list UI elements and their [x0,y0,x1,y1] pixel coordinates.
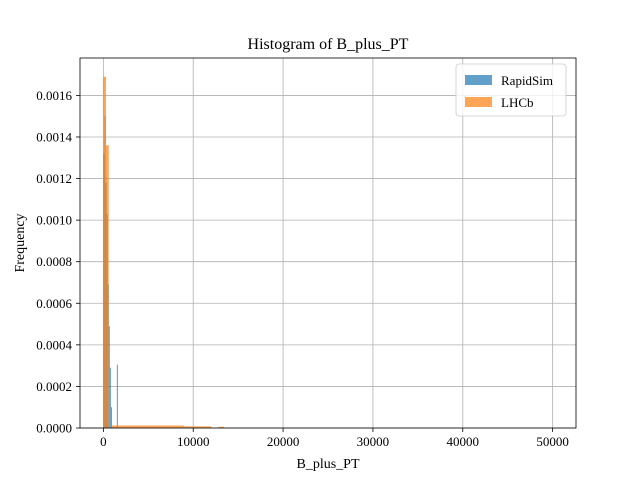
y-tick-label: 0.0002 [36,379,72,394]
rapidsim-histogram-bar [109,367,111,428]
legend-swatch [465,75,492,85]
lhcb-histogram-bar [103,76,107,429]
rapidsim-histogram-bar [108,326,110,428]
y-axis: 0.0000 0.0002 0.0004 0.0006 0.0008 0.0010 0.00… [36,88,80,436]
lhcb-histogram-bar [184,426,212,428]
lhcb-histogram-bar [218,426,224,428]
y-tick-label: 0.0010 [36,213,72,228]
grid-lines [80,58,576,429]
histogram-bars [103,76,224,429]
x-axis-label: B_plus_PT [296,457,359,472]
plot-area-frame [79,57,577,429]
y-tick-label: 0.0000 [36,421,72,436]
x-tick-label: 40000 [447,434,480,449]
rapidsim-histogram-bar [116,364,118,428]
x-tick-label: 0 [100,434,107,449]
x-tick-label: 20000 [267,434,300,449]
x-axis: 0 10000 20000 30000 40000 50000 [100,428,569,449]
legend-swatch [465,97,492,107]
y-tick-label: 0.0014 [36,129,72,144]
rapidsim-histogram-bar [110,407,112,428]
legend-label: RapidSim [501,73,553,88]
chart-title: Histogram of B_plus_PT [248,36,409,53]
x-tick-label: 10000 [177,434,210,449]
lhcb-histogram-bar [106,145,109,428]
y-tick-label: 0.0004 [36,337,72,352]
x-tick-label: 30000 [357,434,390,449]
y-tick-label: 0.0006 [36,296,72,311]
y-tick-label: 0.0008 [36,254,72,269]
y-tick-label: 0.0016 [36,88,72,103]
x-tick-label: 50000 [536,434,569,449]
lhcb-histogram-bar [111,425,185,428]
y-axis-label: Frequency [13,213,28,272]
y-tick-label: 0.0012 [36,171,72,186]
legend-label: LHCb [501,95,534,110]
legend: RapidSim LHCb [455,63,567,117]
